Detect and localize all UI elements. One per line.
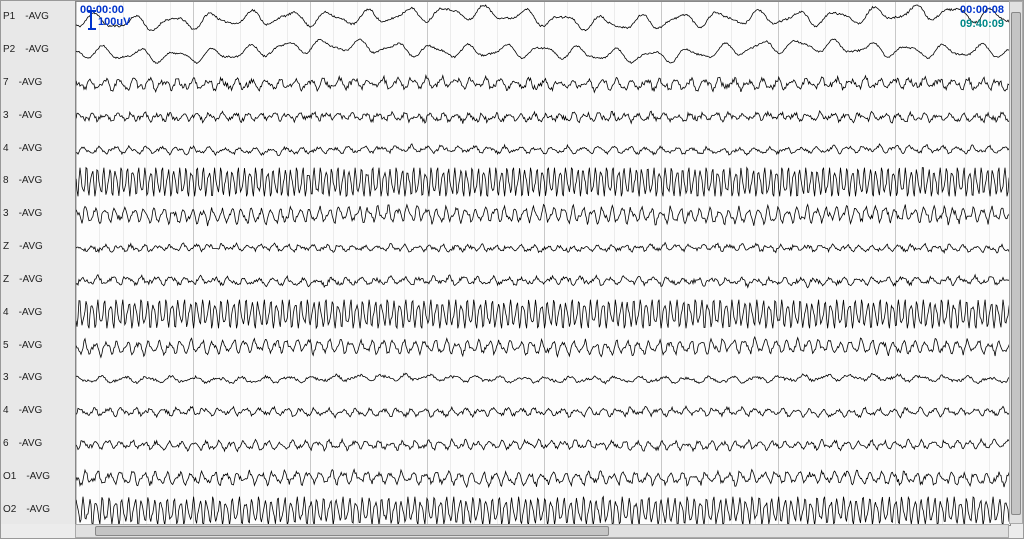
channel-name: O2 xyxy=(3,504,16,515)
channel-ref: -AVG xyxy=(19,438,43,449)
eeg-trace xyxy=(76,314,1010,315)
channel-label: 4 -AVG xyxy=(1,405,75,417)
channel-label: 5 -AVG xyxy=(1,340,75,352)
channel-ref: -AVG xyxy=(19,307,43,318)
channel-name: P1 xyxy=(3,11,15,22)
channel-label: P1 -AVG xyxy=(1,11,75,23)
timestamp-end: 00:00:08 xyxy=(960,4,1004,16)
eeg-trace xyxy=(76,84,1010,85)
gridline-minor xyxy=(918,2,919,525)
gridline-minor xyxy=(450,2,451,525)
gridline-minor xyxy=(872,2,873,525)
eeg-trace xyxy=(76,18,1010,19)
eeg-trace xyxy=(76,182,1010,183)
eeg-trace xyxy=(76,248,1010,249)
channel-label: 6 -AVG xyxy=(1,438,75,450)
channel-name: Z xyxy=(3,274,9,285)
scale-label: 100uV xyxy=(98,16,130,28)
channel-label: 7 -AVG xyxy=(1,77,75,89)
channel-label: 3 -AVG xyxy=(1,208,75,220)
channel-name: Z xyxy=(3,241,9,252)
eeg-trace xyxy=(76,117,1010,118)
eeg-trace xyxy=(76,511,1010,512)
gridline-minor xyxy=(848,2,849,525)
eeg-viewer-window: P1 -AVG P2 -AVG 7 -AVG 3 -AVG 4 -AVG 8 -AVG 3 -AVG Z -A… xyxy=(0,0,1024,539)
channel-ref: -AVG xyxy=(25,11,49,22)
gridline-minor xyxy=(99,2,100,525)
channel-label: 3 -AVG xyxy=(1,110,75,122)
gridline-major xyxy=(193,2,194,525)
channel-ref: -AVG xyxy=(19,405,43,416)
eeg-trace xyxy=(76,281,1010,282)
channel-name: 6 xyxy=(3,438,9,449)
channel-ref: -AVG xyxy=(19,372,43,383)
eeg-plot-area[interactable]: 00:00:00100uV 00:00:08 09:40:09 xyxy=(75,1,1011,526)
channel-label: P2 -AVG xyxy=(1,44,75,56)
gridline-major xyxy=(310,2,311,525)
channel-name: 5 xyxy=(3,340,9,351)
channel-label: O2 -AVG xyxy=(1,504,75,516)
channel-ref: -AVG xyxy=(25,44,49,55)
channel-label-column: P1 -AVG P2 -AVG 7 -AVG 3 -AVG 4 -AVG 8 -AVG 3 -AVG Z -A… xyxy=(1,1,76,524)
gridline-minor xyxy=(170,2,171,525)
channel-name: 3 xyxy=(3,208,9,219)
vertical-scrollbar-thumb[interactable] xyxy=(1011,12,1021,514)
channel-ref: -AVG xyxy=(26,471,50,482)
channel-ref: -AVG xyxy=(19,274,43,285)
eeg-trace xyxy=(76,347,1010,348)
horizontal-scrollbar-thumb[interactable] xyxy=(95,526,610,536)
channel-name: 4 xyxy=(3,143,9,154)
channel-label: 3 -AVG xyxy=(1,372,75,384)
gridline-minor xyxy=(404,2,405,525)
gridline-minor xyxy=(146,2,147,525)
channel-name: 4 xyxy=(3,307,9,318)
channel-name: 7 xyxy=(3,77,9,88)
channel-name: 8 xyxy=(3,175,9,186)
channel-name: O1 xyxy=(3,471,16,482)
channel-name: P2 xyxy=(3,44,15,55)
eeg-trace xyxy=(76,379,1010,380)
channel-name: 4 xyxy=(3,405,9,416)
gridline-minor xyxy=(684,2,685,525)
channel-name: 3 xyxy=(3,372,9,383)
amplitude-scale-bar xyxy=(90,10,92,30)
channel-label: Z -AVG xyxy=(1,241,75,253)
eeg-trace xyxy=(76,445,1010,446)
channel-name: 3 xyxy=(3,110,9,121)
channel-ref: -AVG xyxy=(19,110,43,121)
channel-label: 4 -AVG xyxy=(1,143,75,155)
eeg-trace xyxy=(76,150,1010,151)
channel-ref: -AVG xyxy=(19,241,43,252)
channel-ref: -AVG xyxy=(26,504,50,515)
channel-ref: -AVG xyxy=(19,143,43,154)
channel-label: 8 -AVG xyxy=(1,175,75,187)
channel-label: 4 -AVG xyxy=(1,307,75,319)
gridline-major xyxy=(661,2,662,525)
timestamp-secondary: 09:40:09 xyxy=(960,18,1004,30)
channel-ref: -AVG xyxy=(19,175,43,186)
vertical-scrollbar[interactable] xyxy=(1009,1,1023,524)
eeg-trace xyxy=(76,412,1010,413)
channel-ref: -AVG xyxy=(19,340,43,351)
channel-ref: -AVG xyxy=(19,208,43,219)
channel-label: O1 -AVG xyxy=(1,471,75,483)
channel-label: Z -AVG xyxy=(1,274,75,286)
gridline-minor xyxy=(474,2,475,525)
eeg-trace xyxy=(76,215,1010,216)
gridline-minor xyxy=(216,2,217,525)
horizontal-scrollbar[interactable] xyxy=(75,524,1009,538)
gridline-minor xyxy=(287,2,288,525)
gridline-minor xyxy=(638,2,639,525)
timestamp-start: 00:00:00 xyxy=(80,4,124,16)
channel-ref: -AVG xyxy=(19,77,43,88)
gridline-major xyxy=(427,2,428,525)
eeg-trace xyxy=(76,51,1010,52)
eeg-trace xyxy=(76,478,1010,479)
